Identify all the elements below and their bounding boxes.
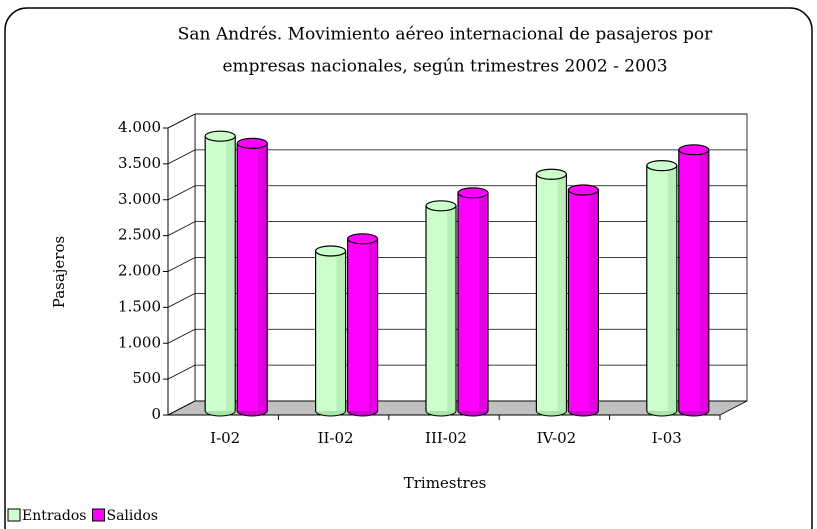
y-tick-label: 1.000	[118, 333, 161, 351]
bar-top	[646, 160, 678, 172]
bar-shade	[368, 238, 377, 411]
legend-label: Salidos	[106, 508, 157, 524]
y-tick-label: 500	[132, 369, 161, 387]
grid-line	[167, 149, 747, 165]
grid-line	[167, 113, 747, 129]
y-tick-label: 4.000	[118, 118, 161, 136]
bar-shade	[258, 143, 267, 411]
bar-top	[204, 130, 236, 142]
bar-top	[567, 184, 600, 196]
chart-title: empresas nacionales, según trimestres 20…	[222, 57, 667, 77]
legend-swatch	[7, 508, 21, 522]
x-axis-label: Trimestres	[404, 474, 487, 492]
bar-shade	[557, 174, 566, 411]
x-tick-label: IV-02	[537, 429, 577, 447]
bar-shade	[447, 205, 456, 411]
x-tick-label: I-03	[652, 429, 682, 447]
bar-shade	[699, 149, 709, 411]
bar-shade	[336, 250, 345, 411]
bar-shade	[226, 136, 235, 411]
bar-top	[347, 233, 379, 245]
y-tick-label: 2.500	[118, 226, 161, 244]
legend-swatch	[91, 508, 105, 522]
x-tick-label: II-02	[318, 429, 354, 447]
y-tick-label: 2.000	[118, 262, 161, 280]
bar-shade	[479, 192, 488, 411]
bar-top	[678, 144, 710, 156]
bar-shade	[667, 165, 677, 411]
y-tick-label: 0	[151, 405, 161, 423]
bar-top	[236, 137, 268, 149]
bar-shade	[589, 190, 598, 411]
y-axis-label: Pasajeros	[50, 236, 68, 308]
chart-title: San Andrés. Movimiento aéreo internacion…	[178, 25, 713, 45]
bar-top	[425, 200, 457, 212]
bar-top	[535, 168, 568, 180]
y-tick-label: 3.500	[118, 154, 161, 172]
x-tick-label: III-02	[425, 429, 467, 447]
x-tick-label: I-02	[210, 429, 240, 447]
bar-top	[457, 187, 489, 199]
legend-label: Entrados	[22, 508, 86, 524]
y-tick-label: 3.000	[118, 190, 161, 208]
y-tick-label: 1.500	[118, 297, 161, 315]
bar-top	[315, 245, 347, 257]
